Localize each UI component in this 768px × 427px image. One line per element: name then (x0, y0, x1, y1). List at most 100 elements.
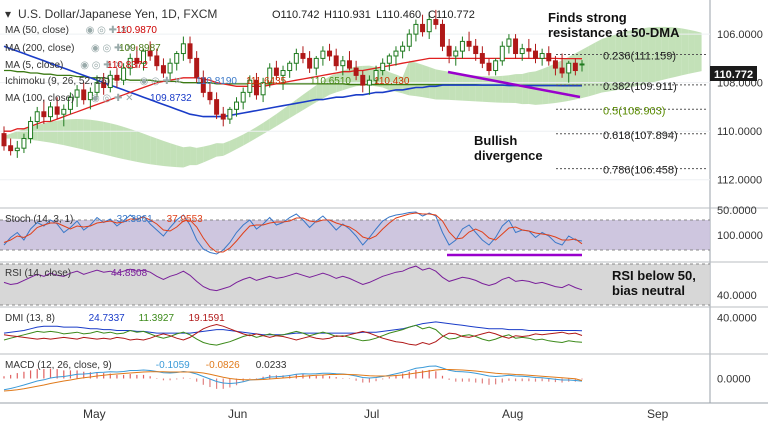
candle-body[interactable] (141, 50, 147, 64)
candle-body[interactable] (293, 53, 299, 64)
candle-body[interactable] (94, 82, 100, 93)
candle-body[interactable] (121, 67, 127, 81)
candle-body[interactable] (227, 108, 233, 120)
candle-body[interactable] (14, 147, 20, 152)
candle-body[interactable] (267, 67, 273, 84)
candle-body[interactable] (174, 53, 180, 64)
rsi-panel[interactable]: RSI (14, close) 44.8508 (0, 261, 768, 306)
candle-body[interactable] (54, 106, 60, 115)
candle-body[interactable] (406, 33, 412, 47)
indicator-series-line[interactable] (3, 265, 583, 292)
indicator-settings-icon[interactable]: ◉ ◎ ✚ ✕ (86, 25, 129, 36)
candle-body[interactable] (579, 63, 585, 66)
candle-body[interactable] (519, 48, 525, 55)
candle-body[interactable] (48, 106, 53, 118)
candle-body[interactable] (313, 57, 319, 69)
indicator-series-line[interactable] (3, 369, 583, 392)
candle-body[interactable] (459, 40, 465, 52)
candle-body[interactable] (67, 96, 73, 110)
price-panel[interactable]: 0.236(111.159) 0.382(109.911) 0.5(108.903)… (0, 9, 710, 181)
indicator-settings-icon[interactable]: ◉ ◎ ✚ ✕ (91, 43, 134, 54)
dmi-panel[interactable]: DMI (13, 8) 24.7337 11.3927 19.1591 (0, 306, 768, 346)
candle-body[interactable] (433, 19, 439, 25)
candle-body[interactable] (493, 60, 499, 72)
indicator-settings-icon[interactable]: ◉ ◎ ✚ ✕ (91, 93, 134, 104)
candle-body[interactable] (107, 74, 113, 89)
candle-body[interactable] (539, 53, 545, 59)
indicator-series-line[interactable] (3, 365, 583, 391)
candle-body[interactable] (154, 55, 160, 67)
candle-body[interactable] (479, 53, 485, 64)
candle-body[interactable] (260, 82, 266, 96)
candle-body[interactable] (307, 57, 313, 69)
candle-body[interactable] (160, 65, 166, 74)
candle-body[interactable] (360, 74, 366, 86)
indicator-series-line[interactable] (3, 211, 583, 255)
candle-body[interactable] (526, 48, 532, 52)
bullish-divergence-trendline[interactable] (447, 70, 581, 99)
candle-body[interactable] (373, 70, 379, 81)
candle-body[interactable] (101, 82, 107, 89)
candle-body[interactable] (446, 45, 452, 57)
candle-body[interactable] (180, 43, 186, 55)
candle-body[interactable] (400, 45, 406, 52)
candle-body[interactable] (207, 91, 213, 101)
candle-body[interactable] (134, 57, 140, 64)
candle-body[interactable] (340, 60, 346, 67)
candle-body[interactable] (214, 99, 220, 115)
candle-body[interactable] (506, 38, 512, 47)
candle-body[interactable] (546, 53, 552, 62)
candle-body[interactable] (426, 19, 432, 33)
candle-body[interactable] (333, 55, 339, 67)
candle-body[interactable] (28, 120, 34, 139)
macd-panel[interactable]: MACD (12, 26, close, 9) -0.1059 -0.0826 0.0… (0, 353, 768, 392)
candle-body[interactable] (1, 133, 7, 147)
candle-body[interactable] (287, 62, 293, 72)
indicator-series-line[interactable] (3, 321, 583, 336)
candle-body[interactable] (439, 23, 445, 47)
indicator-series-line[interactable] (3, 324, 583, 346)
candle-body[interactable] (473, 45, 479, 55)
candle-body[interactable] (114, 74, 120, 81)
candle-body[interactable] (533, 50, 538, 59)
candle-body[interactable] (300, 53, 306, 59)
candle-body[interactable] (81, 89, 87, 101)
candle-body[interactable] (572, 62, 578, 72)
candle-body[interactable] (234, 101, 240, 110)
candle-body[interactable] (21, 137, 27, 149)
candle-body[interactable] (353, 67, 359, 76)
candle-body[interactable] (453, 50, 459, 57)
candle-body[interactable] (466, 40, 472, 47)
candle-body[interactable] (240, 91, 246, 103)
candle-body[interactable] (200, 77, 206, 93)
candle-body[interactable] (273, 67, 279, 76)
candle-body[interactable] (147, 50, 153, 57)
candle-body[interactable] (380, 62, 386, 72)
candle-body[interactable] (34, 111, 40, 122)
indicator-series-line[interactable] (3, 212, 583, 253)
candle-body[interactable] (559, 67, 565, 74)
candle-body[interactable] (194, 57, 200, 79)
indicator-settings-icon[interactable]: ◉ ◎ ✚ ✕ (140, 76, 183, 87)
candle-body[interactable] (513, 38, 519, 55)
candle-body[interactable] (327, 50, 333, 57)
candle-body[interactable] (220, 113, 226, 120)
ma50-line[interactable] (4, 57, 583, 132)
indicator-series-line[interactable] (3, 323, 583, 346)
candle-body[interactable] (87, 91, 93, 101)
candle-body[interactable] (486, 62, 492, 72)
stoch-panel[interactable]: Stoch (14, 3, 1) 32.3861 37.9553 (0, 207, 768, 257)
candle-body[interactable] (247, 79, 253, 93)
candle-body[interactable] (346, 60, 352, 69)
candle-body[interactable] (8, 145, 14, 152)
candle-body[interactable] (499, 45, 505, 62)
candle-body[interactable] (74, 89, 80, 98)
candle-body[interactable] (566, 62, 572, 74)
candle-body[interactable] (366, 79, 372, 86)
candle-body[interactable] (253, 79, 259, 96)
candle-body[interactable] (393, 50, 399, 57)
candle-body[interactable] (420, 23, 426, 33)
candle-body[interactable] (127, 57, 133, 69)
candle-body[interactable] (280, 70, 286, 76)
